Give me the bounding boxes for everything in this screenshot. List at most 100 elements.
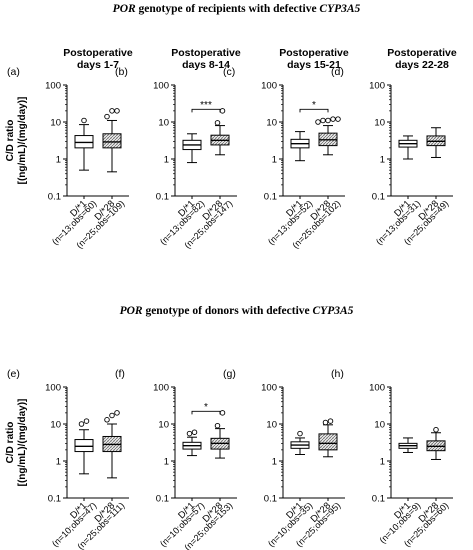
y-tick-label: 0.1: [156, 494, 169, 505]
y-tick-label: 100: [45, 81, 61, 92]
section-title-gene: POR: [112, 3, 136, 15]
outlier-point: [104, 113, 110, 120]
y-tick-label: 10: [374, 118, 385, 129]
section-title-text: genotype of donors with defective: [142, 305, 313, 317]
outlier-point: [104, 417, 110, 423]
y-tick-label: 1: [272, 457, 277, 468]
y-tick-label: 100: [369, 383, 385, 394]
panel-title-line: days 8-14: [182, 59, 230, 71]
section-title-recipients: POR genotype of recipients with defectiv…: [0, 3, 473, 15]
y-tick-label: 0.1: [48, 494, 61, 505]
y-tick-label: 0.1: [372, 494, 385, 505]
box-iqr: [318, 433, 338, 451]
outlier-point: [322, 419, 329, 426]
significance-bracket: [191, 410, 221, 415]
section-title-gene: POR: [119, 305, 143, 317]
panel-letter: (e): [7, 368, 20, 380]
y-tick-label: 10: [158, 118, 169, 129]
outlier-point: [335, 116, 341, 122]
section-title-gene2: CYP3A5: [319, 3, 361, 15]
section-title-text: genotype of recipients with defective: [135, 3, 320, 15]
outlier-point: [109, 108, 115, 114]
significance-label: ***: [200, 100, 212, 111]
box-iqr: [74, 439, 94, 453]
outlier-point: [186, 430, 193, 437]
y-axis-title-line1: C/D ratio: [5, 120, 16, 162]
panel-letter: (b): [115, 66, 128, 78]
y-tick-label: 0.1: [156, 192, 169, 203]
outlier-point: [191, 429, 198, 435]
chart-panel: (g)0.1110100D/*1(n=10;obs=35)D/*28(n=25;…: [223, 368, 345, 549]
y-tick-label: 10: [50, 118, 61, 129]
y-tick-label: 1: [380, 457, 385, 468]
significance-bracket: [299, 108, 329, 113]
chart-panel: (f)0.1110100D/*1(n=10;obs=57)D/*28(n=25;…: [115, 368, 237, 550]
outlier-point: [114, 108, 120, 114]
outlier-point: [325, 117, 331, 124]
panel-title-line: days 1-7: [77, 59, 119, 71]
outlier-point: [214, 120, 221, 126]
y-tick-label: 1: [56, 155, 61, 166]
box-iqr: [74, 135, 94, 149]
significance-label: *: [204, 402, 208, 413]
panel-letter: (h): [331, 368, 344, 380]
outlier-point: [81, 117, 87, 124]
y-tick-label: 1: [272, 155, 277, 166]
y-tick-label: 100: [261, 81, 277, 92]
y-tick-label: 1: [164, 155, 169, 166]
y-tick-label: 0.1: [48, 192, 61, 203]
y-axis-labels: C/D ratio [(ng/mL)/(mg/day)]C/D ratio [(ng…: [5, 97, 28, 487]
outlier-point: [219, 410, 226, 416]
outlier-point: [330, 116, 336, 122]
panel-letter: (g): [223, 368, 236, 380]
outlier-point: [83, 418, 90, 424]
y-axis-title-line1: C/D ratio: [5, 422, 16, 464]
panel-title-line: Postoperative: [387, 47, 457, 59]
panel-letter: (f): [115, 368, 125, 380]
box-iqr: [102, 133, 122, 149]
significance-bracket: [191, 108, 221, 113]
y-tick-label: 100: [369, 81, 385, 92]
panel-letter: (a): [7, 66, 20, 78]
panel-letter: (d): [331, 66, 344, 78]
outlier-point: [315, 119, 321, 125]
y-tick-label: 1: [56, 457, 61, 468]
y-tick-label: 100: [153, 81, 169, 92]
outlier-point: [433, 426, 439, 433]
y-tick-label: 10: [158, 420, 169, 431]
outlier-point: [297, 430, 303, 437]
outlier-point: [109, 412, 115, 419]
y-tick-label: 100: [153, 383, 169, 394]
section-title-donors: POR genotype of donors with defective CY…: [0, 305, 473, 317]
outlier-point: [114, 410, 120, 416]
y-tick-label: 100: [45, 383, 61, 394]
y-axis-title-line2: [(ng/mL)/(mg/day)]: [17, 97, 28, 185]
y-tick-label: 10: [50, 420, 61, 431]
outlier-point: [214, 422, 221, 429]
significance-label: *: [312, 100, 316, 111]
y-tick-label: 100: [261, 383, 277, 394]
panel-letter: (c): [223, 66, 235, 78]
section-title-gene2: CYP3A5: [312, 305, 354, 317]
panel-title-line: Postoperative: [63, 47, 133, 59]
y-tick-label: 1: [380, 155, 385, 166]
outlier-point: [327, 418, 334, 424]
y-tick-label: 0.1: [264, 192, 277, 203]
y-tick-label: 1: [164, 457, 169, 468]
y-tick-label: 10: [266, 118, 277, 129]
panel-title-line: days 22-28: [395, 59, 449, 71]
y-tick-label: 0.1: [372, 192, 385, 203]
outlier-point: [320, 117, 326, 124]
outlier-point: [78, 421, 85, 427]
panel-title-line: Postoperative: [279, 47, 349, 59]
y-tick-label: 0.1: [264, 494, 277, 505]
outlier-point: [219, 108, 226, 114]
chart-panel: (h)0.1110100D/*1(n=10;obs=9)D/*28(n=25;o…: [331, 368, 453, 549]
panel-title-line: Postoperative: [171, 47, 241, 59]
y-tick-label: 10: [374, 420, 385, 431]
